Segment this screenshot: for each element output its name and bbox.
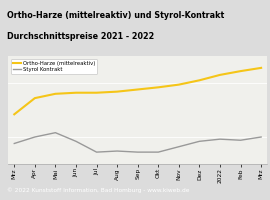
Text: © 2022 Kunststoff Information, Bad Homburg - www.kiweb.de: © 2022 Kunststoff Information, Bad Hombu… bbox=[7, 187, 189, 193]
Text: Ortho-Harze (mittelreaktiv) und Styrol-Kontrakt: Ortho-Harze (mittelreaktiv) und Styrol-K… bbox=[7, 11, 224, 20]
Legend: Ortho-Harze (mittelreaktiv), Styrol Kontrakt: Ortho-Harze (mittelreaktiv), Styrol Kont… bbox=[11, 59, 97, 74]
Text: Durchschnittspreise 2021 - 2022: Durchschnittspreise 2021 - 2022 bbox=[7, 32, 154, 41]
